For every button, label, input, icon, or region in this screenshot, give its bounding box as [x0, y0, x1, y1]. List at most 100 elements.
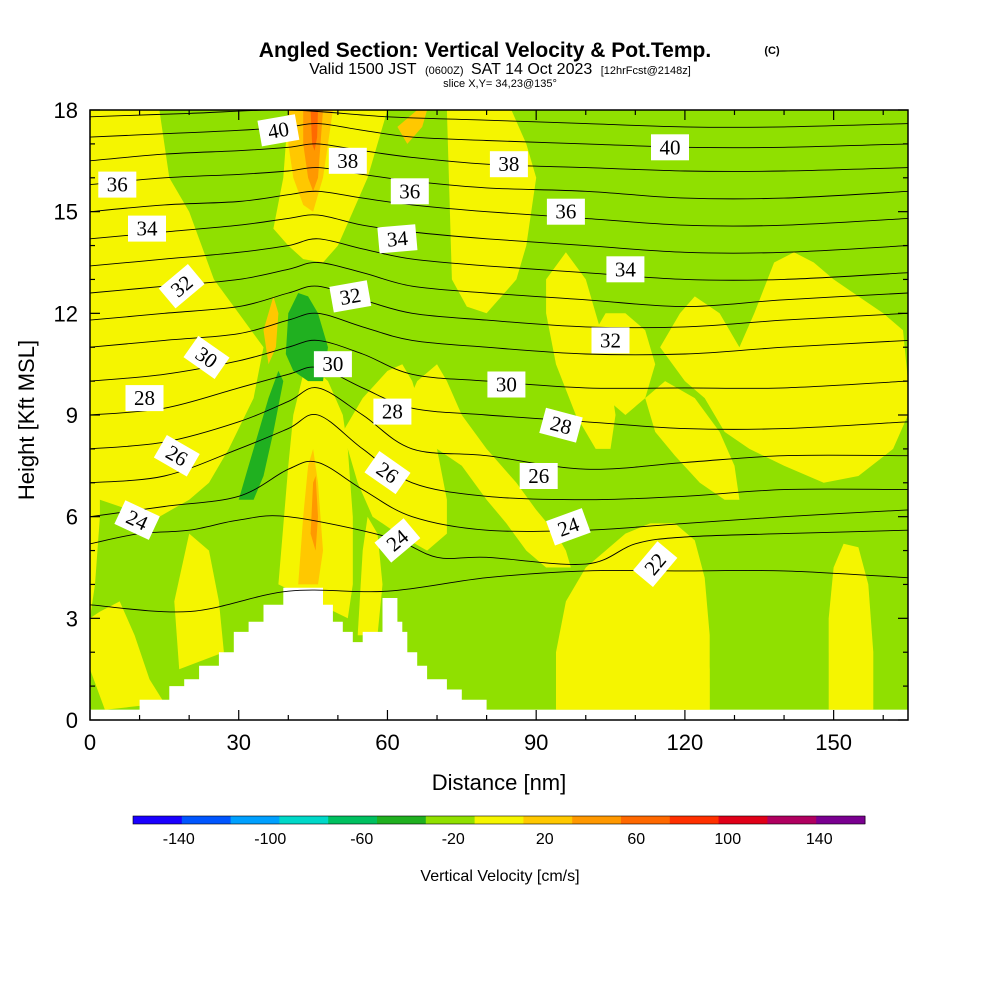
y-tick-label: 15 — [54, 200, 78, 225]
colorbar-tick-label: 20 — [536, 831, 554, 848]
contour-label-text: 30 — [322, 352, 343, 376]
colorbar-swatch — [230, 816, 280, 824]
colorbar-tick-label: -60 — [350, 831, 373, 848]
contour-label-text: 36 — [555, 200, 576, 224]
contour-label-bg — [128, 215, 166, 242]
contour-label: 40 — [651, 134, 689, 161]
x-tick-label: 60 — [375, 730, 399, 755]
contour-label-bg — [546, 198, 585, 225]
contour-label: 40 — [257, 114, 300, 147]
contour-label: 36 — [546, 198, 585, 225]
contour-label-bg — [153, 434, 200, 477]
y-tick-label: 9 — [66, 403, 78, 428]
y-tick-label: 6 — [66, 505, 78, 530]
contour-label: 36 — [98, 171, 137, 198]
theta-contour-32 — [90, 262, 908, 308]
y-tick-label: 0 — [66, 708, 78, 733]
forecast-info: [12hrFcst@2148z] — [601, 65, 691, 77]
velocity-region — [675, 574, 710, 710]
contour-label-bg — [519, 463, 558, 489]
contour-label-bg — [257, 114, 300, 147]
contour-label-text: 34 — [137, 217, 159, 241]
contour-label: 30 — [313, 351, 352, 378]
colorbar-swatch — [474, 816, 524, 824]
contour-label-bg — [390, 178, 429, 205]
contour-label-bg — [313, 351, 352, 378]
contour-label-text: 38 — [498, 152, 519, 176]
contour-label-text: 26 — [528, 464, 549, 488]
colorbar-swatch — [523, 816, 573, 824]
velocity-region — [645, 381, 740, 500]
colorbar-swatch — [816, 816, 866, 824]
theta-contour-26 — [90, 413, 908, 501]
contour-label-text: 34 — [615, 257, 637, 281]
x-tick-label: 90 — [524, 730, 548, 755]
colorbar-tick-label: -20 — [442, 831, 465, 848]
contour-label: 34 — [606, 256, 645, 283]
colorbar-tick-label: -140 — [163, 831, 195, 848]
contour-label-bg — [373, 398, 412, 425]
y-tick-label: 18 — [54, 98, 78, 123]
velocity-region — [402, 364, 571, 568]
contour-label-bg — [539, 407, 583, 443]
theta-contour-27 — [90, 387, 908, 470]
velocity-region — [90, 601, 165, 710]
theta-contour-31 — [90, 285, 908, 329]
y-tick-label: 3 — [66, 606, 78, 631]
velocity-region — [546, 252, 616, 449]
contour-label-text: 32 — [338, 283, 363, 310]
theta-contour-25 — [90, 460, 908, 532]
ground-strip — [90, 709, 908, 720]
utc-time: (0600Z) — [425, 65, 464, 77]
contour-label-text: 36 — [399, 179, 420, 203]
colorbar-swatch — [181, 816, 232, 824]
colorbar-tick-label: 100 — [714, 831, 741, 848]
contour-label: 28 — [373, 398, 412, 425]
contour-label-bg — [328, 147, 367, 174]
contour-label-bg — [364, 451, 411, 495]
contour-label-bg — [114, 500, 160, 540]
contour-label-bg — [329, 280, 372, 313]
contour-label: 28 — [125, 385, 164, 412]
contour-label: 32 — [591, 327, 630, 354]
x-axis-label: Distance [nm] — [432, 770, 567, 795]
velocity-region — [556, 523, 710, 710]
colorbar-swatch — [767, 816, 817, 824]
velocity-region — [357, 516, 383, 636]
valid-time: Valid 1500 JST — [309, 61, 417, 78]
contour-label-text: 38 — [337, 149, 358, 173]
contour-label-bg — [487, 371, 526, 398]
theta-contour-35 — [90, 190, 908, 227]
x-tick-label: 30 — [226, 730, 250, 755]
contour-label-bg — [98, 171, 137, 198]
colorbar-swatch — [425, 816, 476, 824]
contour-label: 24 — [546, 508, 591, 546]
contour-label-text: 32 — [600, 328, 621, 352]
x-tick-label: 150 — [815, 730, 852, 755]
velocity-region — [298, 448, 323, 585]
theta-contour-39 — [90, 110, 908, 128]
contour-label-text: 40 — [660, 135, 681, 159]
contour-label: 26 — [519, 463, 558, 489]
colorbar-swatch — [621, 816, 671, 824]
terrain — [139, 587, 487, 720]
colorbar-swatch — [133, 816, 183, 824]
slice-info: slice X,Y= 34,23@135° — [443, 78, 557, 90]
velocity-region — [263, 296, 279, 365]
velocity-fill-layer — [90, 110, 908, 710]
contour-label: 34 — [377, 224, 418, 254]
theta-contour-28 — [90, 366, 908, 430]
colorbar-frame — [132, 815, 866, 825]
contour-label-text: 30 — [496, 373, 517, 397]
theta-contour-38 — [90, 123, 908, 149]
contour-label: 28 — [539, 407, 583, 443]
contour-label-bg — [125, 385, 164, 412]
colorbar: -140 -100 -60 -20 20 60 100 140 — [132, 815, 866, 848]
velocity-region — [310, 110, 318, 151]
contour-label-bg — [377, 224, 418, 254]
velocity-region — [90, 110, 264, 517]
chart-title: Angled Section: Vertical Velocity & Pot.… — [259, 39, 711, 62]
colorbar-tick-label: -100 — [254, 831, 286, 848]
colorbar-swatch — [572, 816, 622, 824]
